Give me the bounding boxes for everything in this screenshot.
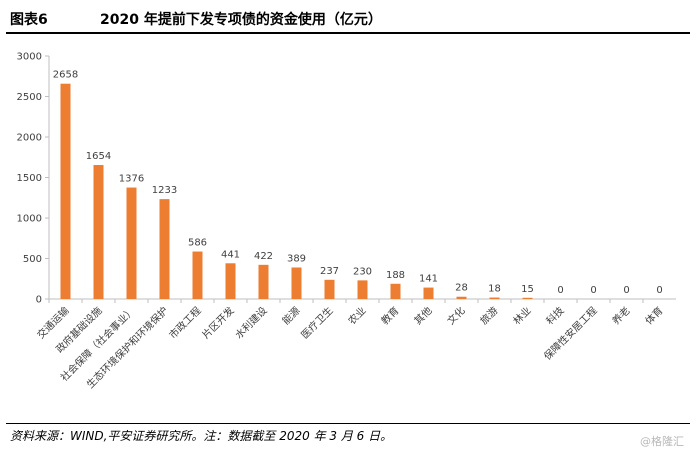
category-label: 能源 xyxy=(279,304,302,327)
category-label: 水利建设 xyxy=(232,304,269,341)
bar xyxy=(489,297,500,299)
bar xyxy=(159,199,170,299)
data-label: 28 xyxy=(455,283,468,294)
y-tick-label: 500 xyxy=(23,254,42,265)
data-label: 2658 xyxy=(53,70,78,81)
category-label: 保障性安居工程 xyxy=(541,304,600,363)
category-label: 其他 xyxy=(411,304,434,327)
y-tick-label: 0 xyxy=(36,295,42,306)
bar xyxy=(192,251,203,299)
bar xyxy=(324,279,335,299)
data-label: 18 xyxy=(488,284,501,295)
bar xyxy=(126,187,137,299)
category-label: 农业 xyxy=(345,304,368,327)
figure-label: 图表6 xyxy=(10,12,48,28)
watermark: @格隆汇 xyxy=(640,435,684,448)
y-tick-label: 1000 xyxy=(17,214,42,225)
data-label: 1376 xyxy=(119,174,144,185)
category-label: 体育 xyxy=(642,304,665,327)
bar xyxy=(291,267,302,299)
category-label: 市政工程 xyxy=(166,304,203,341)
category-label: 科技 xyxy=(543,304,566,327)
figure-header: 图表6 2020 年提前下发专项债的资金使用（亿元） xyxy=(6,4,690,34)
bar xyxy=(93,165,104,299)
data-label: 1654 xyxy=(86,151,111,162)
bar xyxy=(390,283,401,299)
data-label: 441 xyxy=(221,249,240,260)
y-tick-label: 2500 xyxy=(17,92,42,103)
category-label: 养老 xyxy=(609,304,632,327)
bar xyxy=(522,297,533,299)
bar xyxy=(258,264,269,299)
y-tick-label: 2000 xyxy=(17,133,42,144)
data-label: 0 xyxy=(656,285,662,296)
data-label: 586 xyxy=(188,238,207,249)
data-label: 141 xyxy=(419,274,438,285)
data-label: 422 xyxy=(254,251,273,262)
y-tick-label: 3000 xyxy=(17,52,42,63)
data-label: 188 xyxy=(386,270,405,281)
y-tick-label: 1500 xyxy=(17,173,42,184)
category-label: 教育 xyxy=(378,304,401,327)
data-label: 15 xyxy=(521,284,534,295)
chart-title: 2020 年提前下发专项债的资金使用（亿元） xyxy=(100,12,382,28)
footer-divider xyxy=(6,423,690,424)
data-label: 237 xyxy=(320,266,339,277)
category-label: 旅游 xyxy=(477,304,500,327)
bar xyxy=(357,280,368,299)
bar xyxy=(225,263,236,299)
bar xyxy=(60,83,71,299)
data-label: 230 xyxy=(353,266,372,277)
data-label: 0 xyxy=(557,285,563,296)
data-label: 389 xyxy=(287,253,306,264)
source-note: 资料来源：WIND,平安证券研究所。注：数据截至 2020 年 3 月 6 日。 xyxy=(10,429,393,443)
data-label: 0 xyxy=(590,285,596,296)
data-label: 1233 xyxy=(152,185,177,196)
data-label: 0 xyxy=(623,285,629,296)
bar-chart: 0500100015002000250030002658交通运输1654政府基础… xyxy=(17,52,676,391)
category-label: 片区开发 xyxy=(199,304,236,341)
category-label: 文化 xyxy=(444,304,467,327)
bar xyxy=(456,296,467,299)
bar xyxy=(423,287,434,299)
category-label: 医疗卫生 xyxy=(298,304,335,341)
category-label: 林业 xyxy=(510,304,533,327)
